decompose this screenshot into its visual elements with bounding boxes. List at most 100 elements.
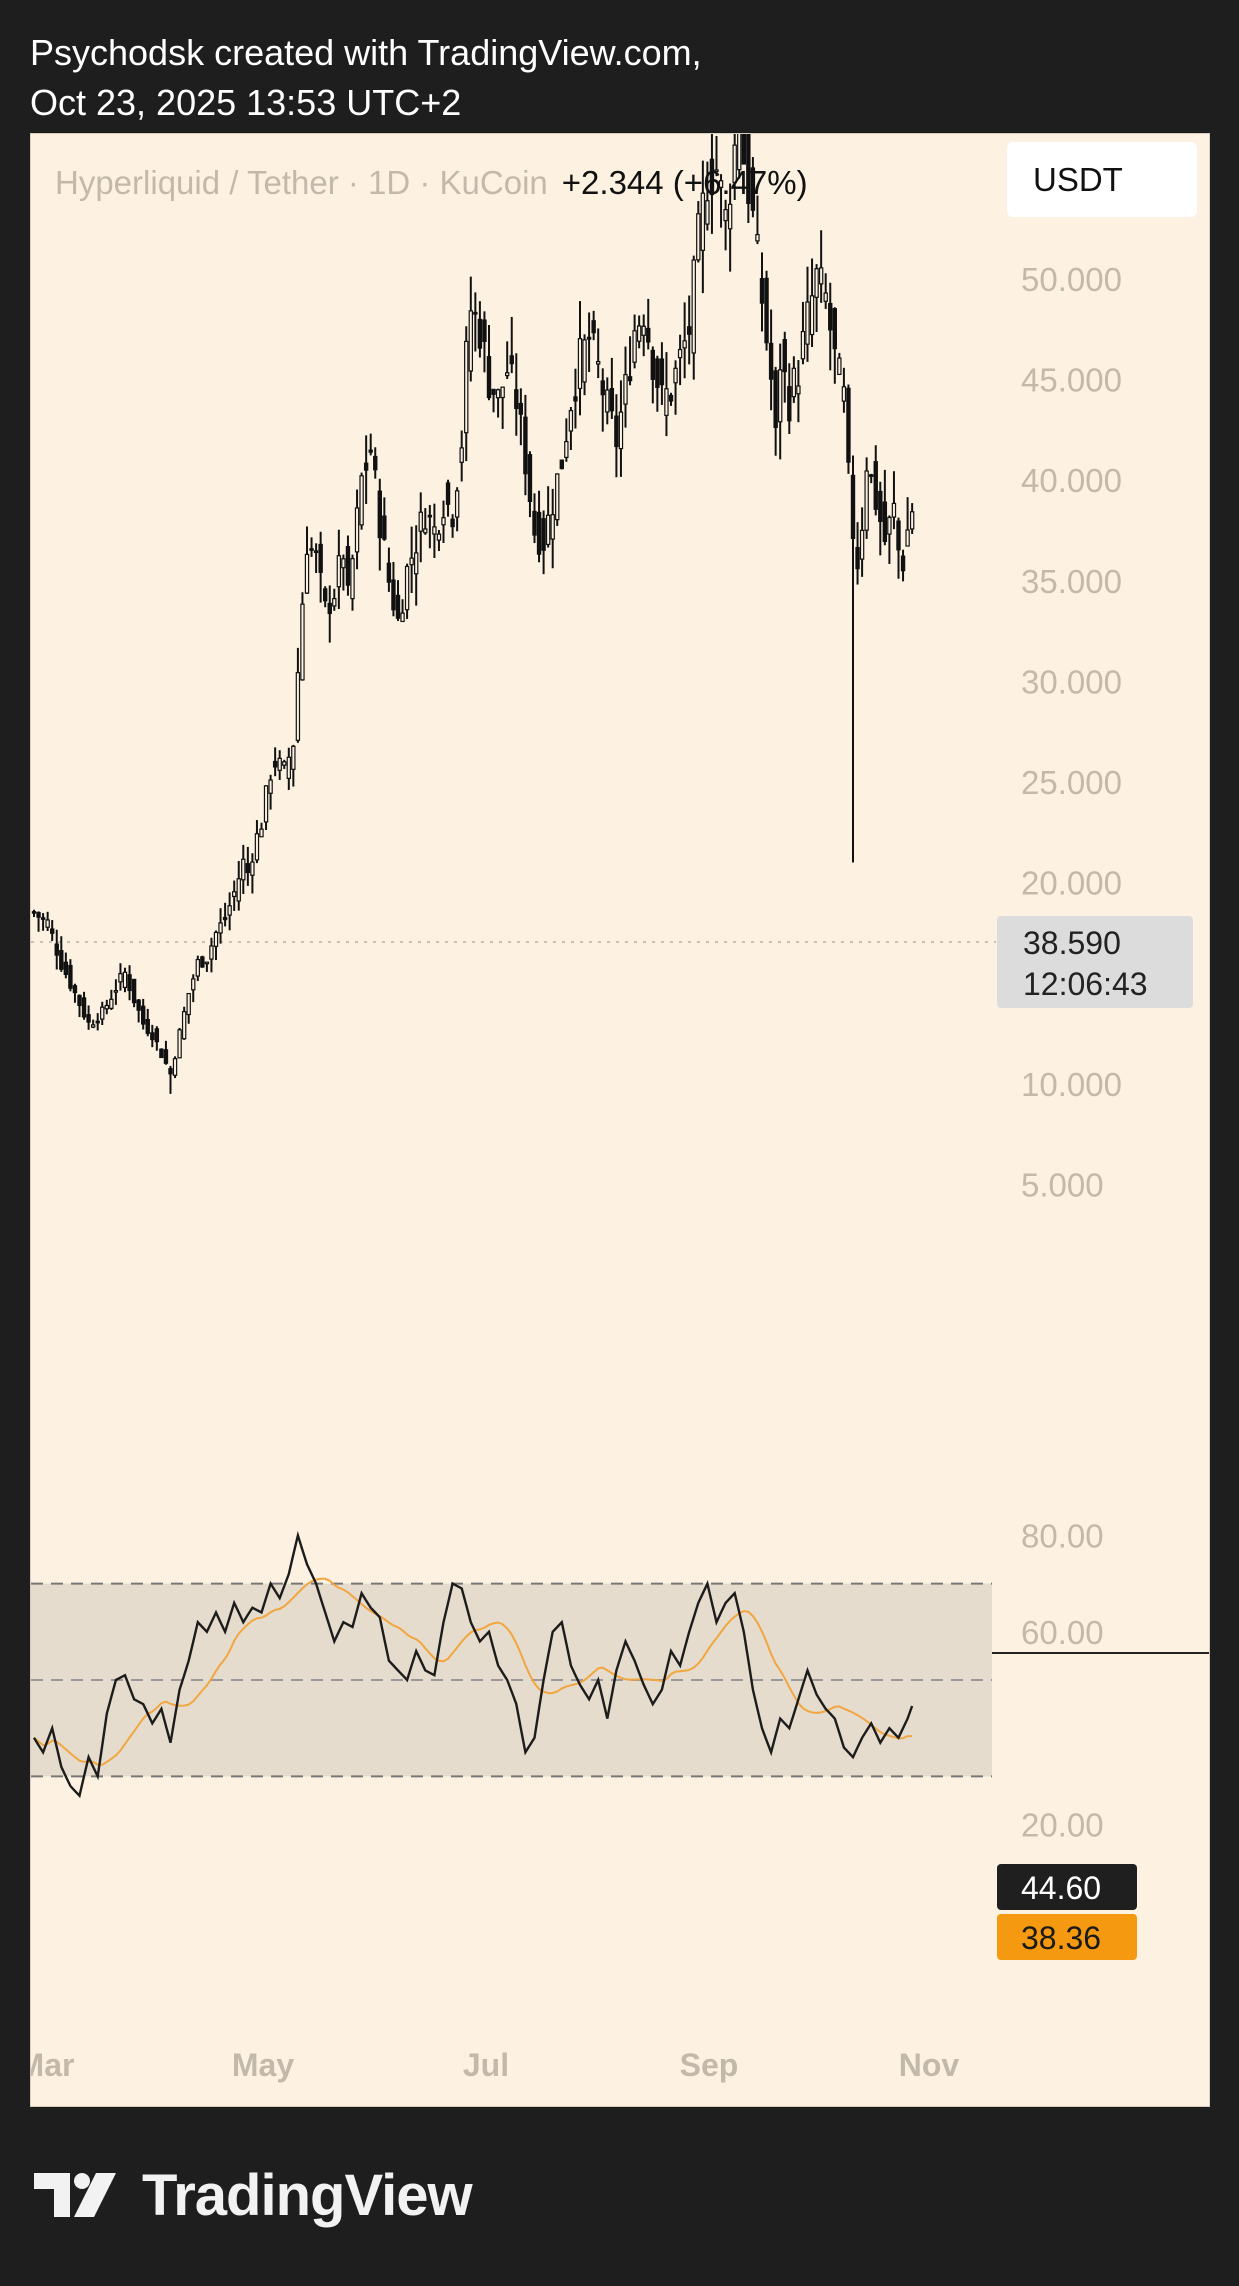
candle-body bbox=[896, 520, 901, 551]
rsi-axis-ticks: 80.00 60.00 20.00 bbox=[1021, 1517, 1104, 1843]
price-axis-ticks: 70.00065.00060.00055.00050.00045.00040.0… bbox=[1021, 160, 1122, 1203]
candle-body bbox=[882, 501, 888, 542]
candle-body bbox=[109, 998, 114, 1009]
candle-body bbox=[323, 588, 328, 602]
currency-button[interactable]: USDT bbox=[1007, 142, 1197, 217]
candle-body bbox=[232, 891, 237, 898]
candle-body bbox=[705, 200, 710, 225]
candle-body bbox=[445, 482, 451, 505]
candle-body bbox=[350, 558, 355, 600]
candle-body bbox=[50, 928, 55, 934]
candle-body bbox=[154, 1028, 160, 1043]
candle-body bbox=[891, 502, 897, 518]
candle-body bbox=[509, 355, 514, 365]
candle-body bbox=[900, 555, 906, 572]
candle-body bbox=[236, 878, 241, 902]
price-change: +2.344 (+6.47%) bbox=[561, 164, 808, 201]
candle-body bbox=[204, 961, 210, 965]
candle-body bbox=[732, 144, 737, 184]
candle-body bbox=[623, 374, 628, 405]
last-price-value: 38.590 bbox=[1023, 925, 1121, 961]
candle-body bbox=[591, 320, 596, 334]
candle-body bbox=[222, 916, 228, 921]
candle-body bbox=[177, 1029, 182, 1059]
candle-body bbox=[200, 956, 205, 968]
candle-body bbox=[377, 490, 383, 539]
candle-body bbox=[382, 515, 387, 540]
rsi-tick-label: 80.00 bbox=[1021, 1517, 1104, 1554]
candle-body bbox=[536, 511, 542, 555]
candle-body bbox=[777, 369, 783, 423]
candle-body bbox=[432, 526, 437, 535]
candle-body bbox=[727, 203, 733, 230]
candle-body bbox=[163, 1049, 169, 1064]
candle-body bbox=[573, 396, 578, 402]
price-tick-label: 40.000 bbox=[1021, 462, 1122, 499]
candle-body bbox=[195, 958, 200, 977]
candle-body bbox=[309, 548, 314, 551]
candle-body bbox=[31, 911, 37, 914]
candle-body bbox=[805, 301, 810, 345]
price-tick-label: 25.000 bbox=[1021, 764, 1122, 801]
candle-body bbox=[486, 356, 492, 399]
candle-body bbox=[159, 1048, 164, 1059]
candle-body bbox=[300, 603, 305, 681]
candle-body bbox=[859, 529, 865, 560]
candle-body bbox=[213, 931, 219, 947]
candle-body bbox=[336, 555, 342, 588]
rsi-value: 44.60 bbox=[1021, 1870, 1101, 1906]
candle-body bbox=[650, 349, 656, 380]
candle-body bbox=[131, 978, 137, 1004]
candle-body bbox=[368, 449, 373, 453]
candle-body bbox=[259, 828, 264, 838]
time-axis-labels: Mar May Jul Sep Nov bbox=[31, 2047, 959, 2083]
price-chart-svg[interactable]: 70.00065.00060.00055.00050.00045.00040.0… bbox=[31, 134, 1209, 2106]
candle-body bbox=[491, 388, 496, 395]
candle-body bbox=[272, 760, 278, 768]
candle-body bbox=[68, 964, 73, 989]
rsi-ma-line bbox=[33, 1577, 913, 1766]
candle-body bbox=[832, 308, 838, 350]
candle-body bbox=[527, 454, 533, 503]
candle-body bbox=[354, 507, 360, 553]
candle-body bbox=[150, 1032, 155, 1041]
rsi-tick-label: 60.00 bbox=[1021, 1614, 1104, 1651]
last-price-countdown: 12:06:43 bbox=[1023, 966, 1148, 1002]
last-price-tag bbox=[997, 916, 1193, 1008]
price-tick-label: 35.000 bbox=[1021, 563, 1122, 600]
candle-body bbox=[700, 192, 706, 251]
candle-body bbox=[909, 511, 915, 530]
candle-body bbox=[122, 971, 128, 989]
candle-body bbox=[400, 612, 405, 623]
candle-body bbox=[127, 974, 132, 992]
candle-body bbox=[659, 358, 665, 386]
candle-body bbox=[209, 945, 214, 960]
chart-frame[interactable]: 70.00065.00060.00055.00050.00045.00040.0… bbox=[30, 133, 1210, 2107]
candle-body bbox=[441, 517, 446, 526]
candle-body bbox=[327, 602, 332, 615]
candle-body bbox=[873, 461, 878, 510]
candle-body bbox=[363, 462, 369, 471]
brand-name: TradingView bbox=[142, 2162, 473, 2228]
candle-body bbox=[677, 349, 683, 359]
candle-body bbox=[800, 330, 806, 360]
candle-body bbox=[90, 1024, 96, 1028]
candle-body bbox=[104, 1004, 109, 1010]
candle-body bbox=[523, 416, 528, 475]
candle-body bbox=[45, 919, 50, 928]
candle-body bbox=[618, 411, 624, 450]
candle-body bbox=[341, 558, 346, 569]
candle-body bbox=[614, 415, 619, 448]
candle-body bbox=[541, 518, 546, 551]
rsi-tick-label: 20.00 bbox=[1021, 1807, 1104, 1844]
candle-body bbox=[304, 553, 310, 594]
symbol-label[interactable]: Hyperliquid / Tether · 1D · KuCoin bbox=[55, 164, 548, 201]
candle-body bbox=[682, 340, 687, 349]
candle-body bbox=[505, 372, 510, 377]
candle-body bbox=[828, 302, 833, 331]
candle-body bbox=[245, 863, 251, 874]
candle-body bbox=[436, 533, 442, 541]
candle-body bbox=[54, 943, 59, 956]
candle-body bbox=[291, 745, 296, 770]
candle-body bbox=[868, 474, 874, 477]
